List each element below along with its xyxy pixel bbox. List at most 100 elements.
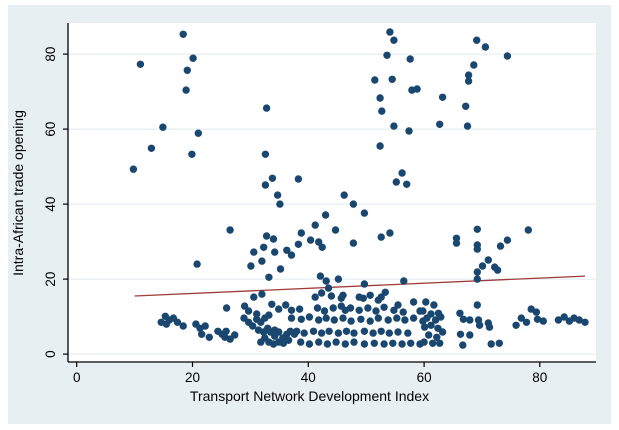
data-point — [403, 180, 411, 188]
data-point — [427, 321, 435, 329]
data-point — [517, 314, 525, 322]
data-point — [321, 211, 330, 219]
data-point — [481, 43, 490, 51]
y-tick-label: 0 — [43, 350, 58, 358]
data-point — [258, 290, 266, 298]
data-point — [179, 30, 187, 38]
data-point — [369, 329, 377, 337]
data-point — [381, 288, 389, 296]
data-point — [305, 340, 314, 348]
data-point — [193, 260, 201, 268]
data-point — [539, 317, 547, 325]
data-point — [183, 66, 191, 75]
data-point — [464, 77, 473, 85]
data-point — [459, 341, 467, 349]
data-point — [129, 165, 138, 173]
data-point — [265, 311, 273, 319]
data-point — [332, 338, 340, 346]
data-point — [173, 318, 182, 326]
data-point — [478, 262, 487, 270]
data-point — [355, 306, 363, 314]
data-point — [297, 229, 305, 237]
data-point — [250, 293, 258, 301]
data-point — [340, 191, 348, 199]
data-point — [276, 200, 284, 208]
data-point — [420, 338, 428, 346]
data-point — [377, 327, 385, 335]
data-point — [269, 235, 278, 243]
x-axis-title: Transport Network Development Index — [189, 388, 430, 404]
data-point — [322, 277, 330, 285]
data-point — [437, 313, 445, 321]
data-point — [422, 298, 430, 306]
data-point — [401, 316, 409, 324]
data-point — [560, 313, 568, 321]
data-point — [249, 322, 257, 330]
y-tick-label: 20 — [43, 272, 58, 287]
data-point — [419, 307, 427, 315]
data-point — [360, 280, 369, 288]
data-point — [533, 315, 542, 323]
data-point — [297, 315, 305, 323]
data-point — [512, 321, 520, 329]
data-point — [284, 336, 293, 344]
data-point — [366, 317, 374, 325]
data-point — [456, 309, 464, 317]
data-point — [575, 316, 583, 324]
data-point — [283, 246, 291, 254]
data-point — [300, 329, 308, 337]
data-point — [205, 333, 213, 341]
data-point — [179, 322, 187, 330]
data-point — [464, 71, 473, 79]
data-point — [496, 242, 505, 250]
data-point — [349, 239, 358, 247]
data-point — [268, 300, 276, 308]
data-point — [306, 236, 315, 244]
data-point — [240, 302, 249, 310]
data-point — [452, 239, 461, 247]
data-point — [324, 284, 333, 292]
data-point — [438, 93, 447, 102]
data-point — [222, 327, 230, 335]
data-point — [276, 265, 285, 273]
data-point — [473, 275, 481, 283]
data-point — [386, 229, 394, 237]
data-point — [376, 142, 384, 150]
data-point — [400, 277, 408, 285]
data-point — [366, 291, 374, 299]
data-point — [456, 330, 465, 338]
data-point — [409, 298, 418, 306]
data-point — [420, 323, 429, 331]
data-point — [484, 256, 492, 264]
data-point — [436, 339, 444, 347]
data-point — [473, 268, 481, 276]
data-point — [313, 304, 322, 312]
data-point — [305, 313, 314, 321]
data-point — [503, 52, 512, 60]
data-point — [342, 327, 351, 335]
data-point — [436, 120, 444, 128]
x-tick-label: 80 — [532, 370, 547, 385]
data-point — [398, 169, 406, 177]
data-point — [475, 321, 484, 329]
data-point — [322, 314, 330, 322]
data-point — [532, 308, 541, 316]
data-point — [425, 331, 433, 339]
data-point — [377, 233, 385, 241]
data-point — [370, 339, 378, 347]
data-point — [364, 304, 372, 312]
y-tick-label: 40 — [43, 197, 58, 212]
data-point — [503, 236, 512, 244]
data-point — [466, 316, 474, 324]
data-point — [374, 296, 382, 304]
data-point — [463, 122, 472, 130]
data-point — [297, 338, 305, 346]
data-point — [247, 262, 255, 270]
data-point — [394, 301, 402, 309]
data-point — [315, 316, 323, 324]
data-point — [473, 225, 481, 233]
data-point — [493, 266, 502, 274]
data-point — [287, 314, 296, 322]
data-point — [473, 245, 481, 253]
